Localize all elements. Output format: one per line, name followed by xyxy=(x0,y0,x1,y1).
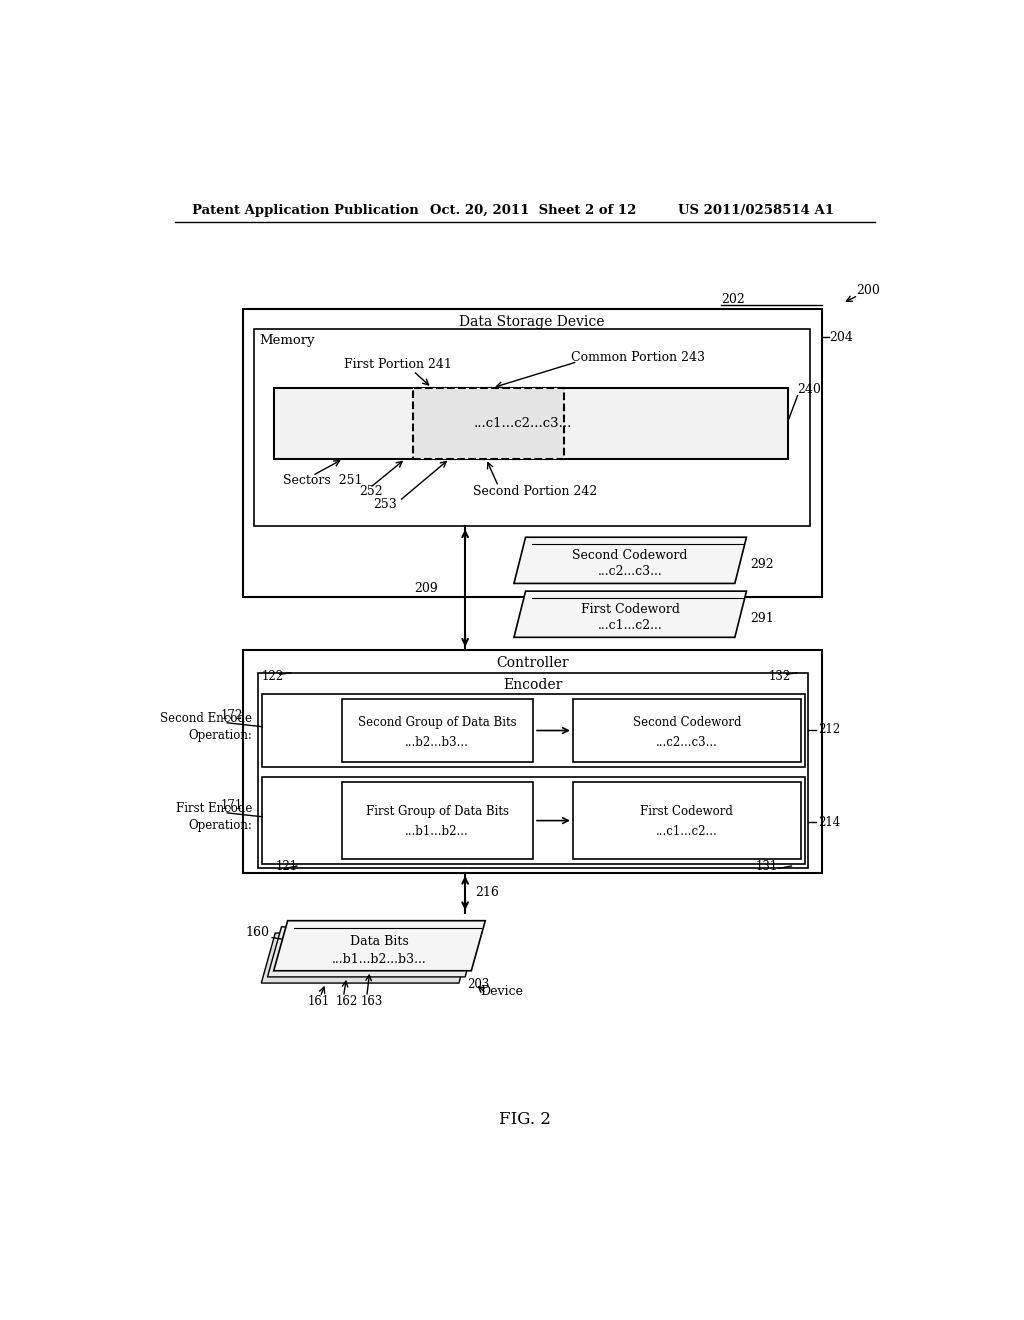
Text: 252: 252 xyxy=(359,484,383,498)
Bar xyxy=(273,388,788,459)
Text: 202: 202 xyxy=(721,293,744,306)
Bar xyxy=(572,700,801,762)
Text: Second Codeword: Second Codeword xyxy=(572,549,688,562)
Text: Common Portion 243: Common Portion 243 xyxy=(571,351,706,363)
Text: 292: 292 xyxy=(751,557,774,570)
Text: Data Storage Device: Data Storage Device xyxy=(460,314,605,329)
Text: 122: 122 xyxy=(262,671,285,684)
Text: 253: 253 xyxy=(374,499,397,511)
Text: 162: 162 xyxy=(336,995,358,1008)
Text: Memory: Memory xyxy=(260,334,315,347)
Text: 131: 131 xyxy=(756,859,778,873)
Text: 172: 172 xyxy=(221,709,244,722)
Text: 212: 212 xyxy=(818,723,840,737)
Bar xyxy=(262,694,805,767)
Text: 291: 291 xyxy=(751,611,774,624)
Text: Patent Application Publication: Patent Application Publication xyxy=(191,205,418,218)
Text: ...c1...c2...c3...: ...c1...c2...c3... xyxy=(474,417,572,430)
Text: Controller: Controller xyxy=(496,656,568,669)
Text: ...c2...c3...: ...c2...c3... xyxy=(598,565,663,578)
Bar xyxy=(243,309,821,598)
Text: 214: 214 xyxy=(818,816,840,829)
Text: ...b2...b3...: ...b2...b3... xyxy=(406,735,469,748)
Text: 161: 161 xyxy=(308,995,330,1008)
Text: Data Bits: Data Bits xyxy=(350,935,409,948)
Polygon shape xyxy=(261,933,473,983)
Text: First Encode
Operation:: First Encode Operation: xyxy=(176,801,252,832)
Text: ...c2...c3...: ...c2...c3... xyxy=(655,735,718,748)
Bar xyxy=(254,330,810,527)
Text: 204: 204 xyxy=(829,330,853,343)
Bar xyxy=(243,649,821,873)
Text: First Group of Data Bits: First Group of Data Bits xyxy=(366,805,509,818)
Polygon shape xyxy=(514,591,746,638)
Text: 209: 209 xyxy=(415,582,438,594)
Text: 200: 200 xyxy=(856,284,881,297)
Bar xyxy=(572,781,801,859)
Text: 240: 240 xyxy=(798,383,821,396)
Text: Second Codeword: Second Codeword xyxy=(633,715,741,729)
Text: Second Encode
Operation:: Second Encode Operation: xyxy=(160,711,252,742)
Text: Sectors  251: Sectors 251 xyxy=(283,474,362,487)
Text: Second Group of Data Bits: Second Group of Data Bits xyxy=(358,715,516,729)
Text: 121: 121 xyxy=(275,859,297,873)
Text: First Portion 241: First Portion 241 xyxy=(344,358,452,371)
Text: 216: 216 xyxy=(475,887,499,899)
Text: 163: 163 xyxy=(360,995,383,1008)
Bar xyxy=(258,673,809,869)
Text: ...b1...b2...: ...b1...b2... xyxy=(406,825,469,838)
Text: First Codeword: First Codeword xyxy=(581,603,680,616)
Bar xyxy=(262,777,805,863)
Text: ...c1...c2...: ...c1...c2... xyxy=(656,825,718,838)
Text: ...b1...b2...b3...: ...b1...b2...b3... xyxy=(332,953,427,966)
Bar xyxy=(342,700,532,762)
Text: US 2011/0258514 A1: US 2011/0258514 A1 xyxy=(678,205,835,218)
Text: 132: 132 xyxy=(768,671,791,684)
Text: FIG. 2: FIG. 2 xyxy=(499,1111,551,1127)
Text: 171: 171 xyxy=(221,799,244,812)
Bar xyxy=(342,781,532,859)
Bar xyxy=(414,388,563,459)
Text: Oct. 20, 2011  Sheet 2 of 12: Oct. 20, 2011 Sheet 2 of 12 xyxy=(430,205,637,218)
Text: 160: 160 xyxy=(246,925,270,939)
Text: First Codeword: First Codeword xyxy=(640,805,733,818)
Polygon shape xyxy=(273,921,485,970)
Polygon shape xyxy=(267,927,479,977)
Text: Device: Device xyxy=(480,985,523,998)
Text: ...c1...c2...: ...c1...c2... xyxy=(598,619,663,632)
Polygon shape xyxy=(514,537,746,583)
Text: 203: 203 xyxy=(467,978,489,991)
Text: Encoder: Encoder xyxy=(504,678,563,692)
Text: Second Portion 242: Second Portion 242 xyxy=(473,484,597,498)
